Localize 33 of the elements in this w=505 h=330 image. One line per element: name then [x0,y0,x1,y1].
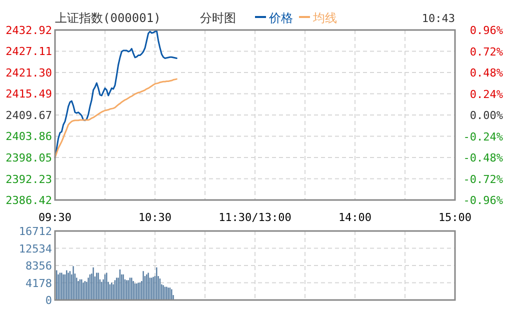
legend-label: 价格 [268,11,293,25]
x-tick-label: 09:30 [38,211,72,224]
y-tick-label: 2403.86 [6,130,52,144]
y-tick-label: 8356 [26,260,52,272]
x-tick-label: 14:00 [338,211,372,224]
y-tick-label: 2398.05 [6,151,52,164]
y-tick-label: 12534 [18,242,52,256]
text: 10:43 [422,12,455,25]
y2-tick-label: 0.72% [470,45,504,58]
y-tick-label: 2421.30 [6,66,52,80]
y2-tick-label: 0.00% [470,109,504,122]
y2-tick-label: -0.24% [463,130,504,144]
legend-label: 均线 [312,11,337,25]
y-tick-label: 2427.11 [6,45,52,58]
y2-tick-label: -0.72% [463,172,504,186]
chart-title: 上证指数(000001) [55,11,161,25]
x-tick-label: 11:30/13:00 [218,211,292,224]
x-tick-label: 15:00 [438,211,472,224]
y2-tick-label: 0.48% [470,66,504,80]
y2-tick-label: -0.96% [463,194,504,207]
y2-tick-label: 0.96% [470,24,504,37]
y-tick-label: 0 [45,294,52,307]
y-tick-label: 2432.92 [6,24,52,37]
y2-tick-label: 0.24% [470,88,504,101]
y-tick-label: 4178 [26,276,52,290]
y-tick-label: 16712 [18,225,52,238]
y-tick-label: 2409.67 [6,109,52,122]
y-tick-label: 2386.42 [6,194,52,207]
chart-subtitle: 分时图 [200,11,236,25]
y-tick-label: 2392.23 [6,172,52,186]
y-tick-label: 2415.49 [6,88,52,101]
y2-tick-label: -0.48% [463,152,504,164]
x-tick-label: 10:30 [138,211,172,224]
